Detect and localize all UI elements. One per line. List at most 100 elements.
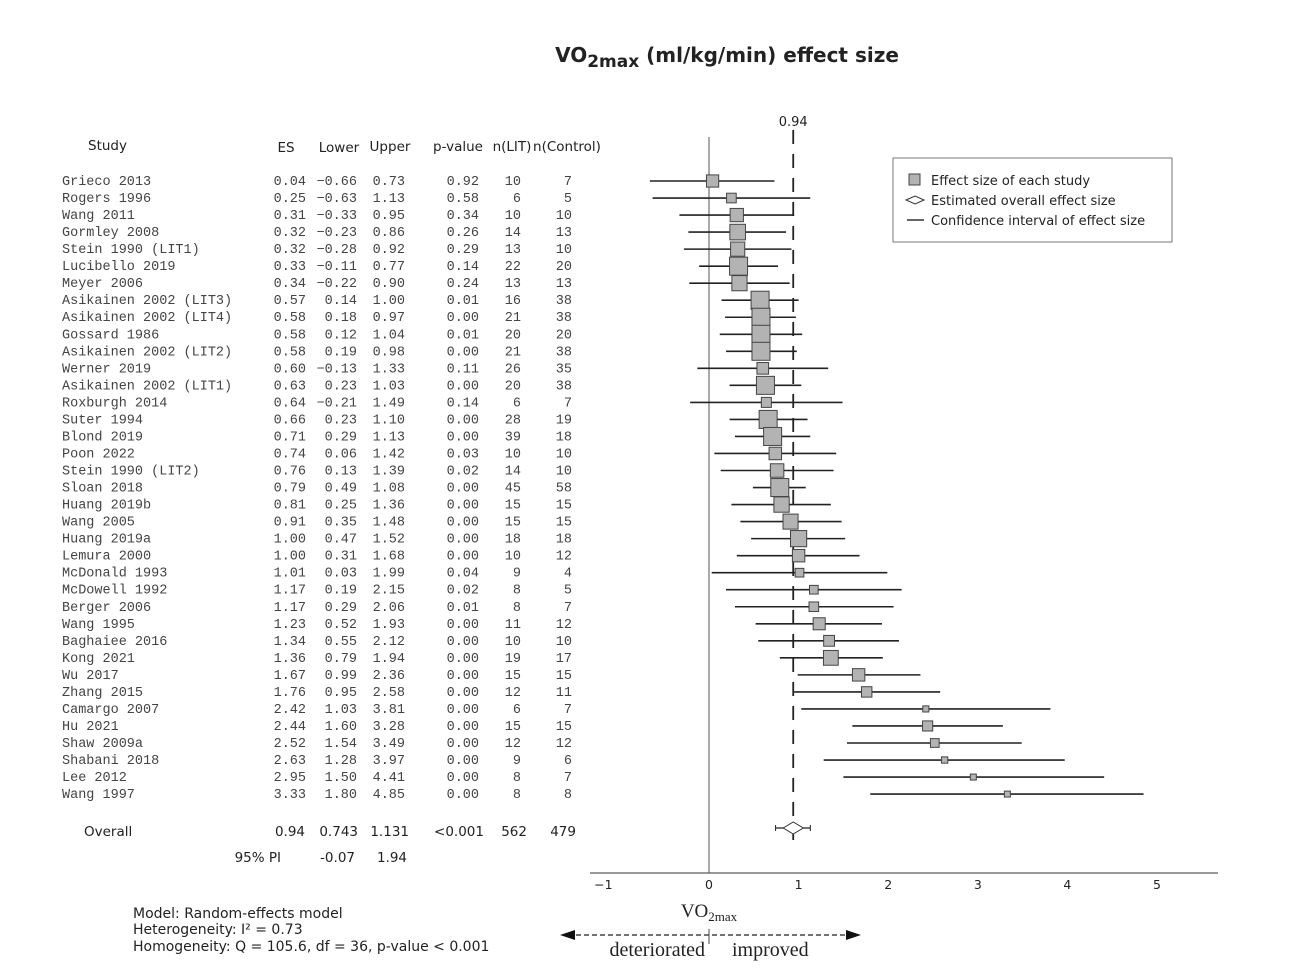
study-upper: 2.12 xyxy=(373,635,405,650)
study-n-control: 20 xyxy=(556,260,572,275)
table-row: Wang 2011 0.31 −0.33 0.95 0.34 10 10 xyxy=(62,209,572,224)
table-row: Roxburgh 2014 0.64 −0.21 1.49 0.14 6 7 xyxy=(62,396,572,411)
study-upper: 0.77 xyxy=(373,260,405,275)
effect-size-square xyxy=(729,256,749,276)
header-n-control: n(Control) xyxy=(533,139,601,155)
plot-marks: 0.94 −1 0 1 2 3 4 5 xyxy=(590,115,1218,892)
table-row: McDonald 1993 1.01 0.03 1.99 0.04 9 4 xyxy=(62,567,572,582)
study-lower: −0.11 xyxy=(316,260,357,275)
study-p-value: 0.29 xyxy=(447,243,479,258)
study-n-lit: 6 xyxy=(513,396,521,411)
x-tick-label: −1 xyxy=(594,877,612,892)
study-lower: −0.63 xyxy=(316,192,357,207)
study-n-control: 15 xyxy=(556,669,572,684)
study-upper: 0.86 xyxy=(373,226,405,241)
study-n-lit: 8 xyxy=(513,771,521,786)
effect-size-square xyxy=(812,617,826,631)
study-name: Lucibello 2019 xyxy=(62,260,175,275)
x-tick-label: 5 xyxy=(1153,877,1161,892)
study-mark xyxy=(846,738,1022,748)
overall-diamond xyxy=(782,821,805,835)
table-row: Poon 2022 0.74 0.06 1.42 0.03 10 10 xyxy=(62,447,572,462)
study-n-control: 15 xyxy=(556,720,572,735)
study-mark xyxy=(679,207,795,223)
study-upper: 0.98 xyxy=(373,345,405,360)
table-row: Rogers 1996 0.25 −0.63 1.13 0.58 6 5 xyxy=(62,192,572,207)
study-name: Roxburgh 2014 xyxy=(62,396,167,411)
study-lower: −0.23 xyxy=(316,226,357,241)
study-n-control: 7 xyxy=(564,703,572,718)
study-n-lit: 8 xyxy=(513,584,521,599)
study-lower: 0.47 xyxy=(325,533,357,548)
study-p-value: 0.00 xyxy=(447,737,479,752)
effect-size-square xyxy=(773,496,790,513)
study-n-control: 7 xyxy=(564,175,572,190)
study-n-lit: 13 xyxy=(505,243,521,258)
study-mark xyxy=(720,463,834,478)
study-n-lit: 6 xyxy=(513,192,521,207)
study-mark xyxy=(752,478,806,498)
study-upper: 4.85 xyxy=(373,788,405,803)
header-upper: Upper xyxy=(370,139,411,155)
study-es: 0.33 xyxy=(274,260,306,275)
study-n-lit: 39 xyxy=(505,430,521,445)
study-upper: 3.97 xyxy=(373,754,405,769)
study-p-value: 0.00 xyxy=(447,516,479,531)
study-p-value: 0.02 xyxy=(447,584,479,599)
table-row: Gossard 1986 0.58 0.12 1.04 0.01 20 20 xyxy=(62,328,572,343)
study-es: 0.32 xyxy=(274,226,306,241)
table-row: Asikainen 2002 (LIT2) 0.58 0.19 0.98 0.00 21 3… xyxy=(62,345,572,360)
effect-size-square xyxy=(940,756,949,764)
study-upper: 3.81 xyxy=(373,703,405,718)
table-row: Wang 2005 0.91 0.35 1.48 0.00 15 15 xyxy=(62,516,572,531)
study-n-control: 18 xyxy=(556,430,572,445)
study-name: Lee 2012 xyxy=(62,771,127,786)
table-row: Asikainen 2002 (LIT1) 0.63 0.23 1.03 0.00 20 3… xyxy=(62,379,572,394)
table-row: Lemura 2000 1.00 0.31 1.68 0.00 10 12 xyxy=(62,550,572,565)
study-mark xyxy=(870,790,1144,798)
study-name: Shaw 2009a xyxy=(62,737,143,752)
study-upper: 0.97 xyxy=(373,311,405,326)
study-p-value: 0.24 xyxy=(447,277,479,292)
table-row: Zhang 2015 1.76 0.95 2.58 0.00 12 11 xyxy=(62,686,572,701)
study-n-lit: 21 xyxy=(505,345,521,360)
study-es: 1.17 xyxy=(274,584,306,599)
study-p-value: 0.00 xyxy=(447,618,479,633)
heterogeneity-text: Heterogeneity: I² = 0.73 xyxy=(133,922,303,938)
study-p-value: 0.34 xyxy=(447,209,479,224)
study-n-control: 10 xyxy=(556,209,572,224)
effect-size-square xyxy=(756,362,770,375)
header-p-value: p-value xyxy=(433,139,483,155)
effect-size-square xyxy=(760,396,772,408)
study-upper: 1.93 xyxy=(373,618,405,633)
overall-label: Overall xyxy=(84,824,132,840)
study-n-control: 12 xyxy=(556,550,572,565)
study-es: 0.64 xyxy=(274,396,306,411)
effect-size-square xyxy=(751,324,771,344)
study-upper: 2.36 xyxy=(373,669,405,684)
legend-square-label: Effect size of each study xyxy=(931,174,1090,189)
study-upper: 4.41 xyxy=(373,771,405,786)
footnote: Model: Random-effects model Heterogeneit… xyxy=(133,906,489,955)
study-lower: −0.28 xyxy=(316,243,357,258)
study-n-control: 38 xyxy=(556,294,572,309)
study-n-control: 10 xyxy=(556,447,572,462)
study-mark xyxy=(726,341,797,361)
study-name: Lemura 2000 xyxy=(62,550,151,565)
table-row: Shaw 2009a 2.52 1.54 3.49 0.00 12 12 xyxy=(62,737,572,752)
effect-size-square xyxy=(860,686,873,698)
table-row: Blond 2019 0.71 0.29 1.13 0.00 39 18 xyxy=(62,430,572,445)
study-upper: 1.48 xyxy=(373,516,405,531)
study-upper: 1.94 xyxy=(373,652,405,667)
study-lower: −0.21 xyxy=(316,396,357,411)
study-name: Stein 1990 (LIT1) xyxy=(62,243,200,258)
study-p-value: 0.92 xyxy=(447,175,479,190)
x-tick-label: 0 xyxy=(705,877,713,892)
study-mark xyxy=(697,362,829,375)
study-p-value: 0.00 xyxy=(447,311,479,326)
study-name: Huang 2019b xyxy=(62,499,151,514)
study-n-control: 20 xyxy=(556,328,572,343)
effect-size-square xyxy=(705,174,720,188)
study-mark xyxy=(852,720,1003,732)
effect-size-square xyxy=(769,463,785,478)
